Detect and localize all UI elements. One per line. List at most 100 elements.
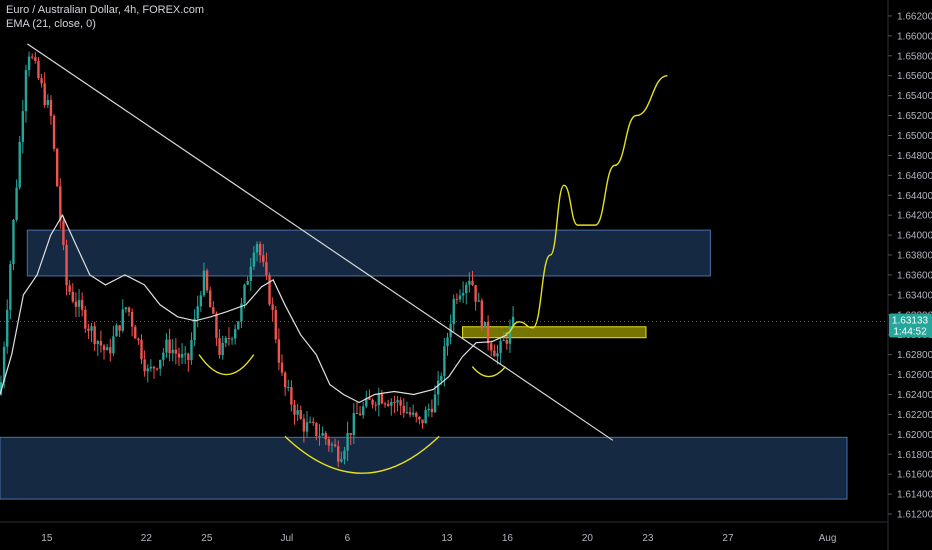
candle-body <box>109 347 112 354</box>
candle-body <box>283 372 287 388</box>
y-tick-label: 1.65400 <box>897 91 932 102</box>
candle-body <box>352 413 356 435</box>
descending-trendline <box>26 43 614 441</box>
candle-body <box>134 326 137 339</box>
candle-body <box>418 416 421 420</box>
candle-body <box>24 70 28 112</box>
candle-body <box>96 341 99 345</box>
candle-body <box>452 298 455 325</box>
candle-body <box>12 219 15 265</box>
candle-body <box>187 353 190 361</box>
candle-body <box>49 99 53 116</box>
candle-body <box>71 291 74 302</box>
y-tick-label: 1.63400 <box>897 290 932 301</box>
candle-body <box>433 394 437 413</box>
x-tick-label: 27 <box>722 533 734 544</box>
candle-body <box>208 290 212 308</box>
candle-body <box>380 393 384 404</box>
candle-body <box>243 284 246 304</box>
x-tick-label: Jul <box>280 533 293 544</box>
y-axis[interactable]: 1.66200 1.66000 1.65800 1.65600 1.65400 1.652… <box>888 11 932 521</box>
candle-body <box>371 399 374 405</box>
candle-body <box>368 397 371 400</box>
candle-body <box>87 328 90 331</box>
y-tick-label: 1.64800 <box>897 151 932 162</box>
candle-body <box>446 337 449 347</box>
candle-body <box>52 115 56 149</box>
candle-body <box>315 422 318 437</box>
entry-zone <box>462 326 647 339</box>
candle-body <box>221 342 224 356</box>
candle-body <box>77 300 81 307</box>
candle-body <box>143 359 146 372</box>
price-badge-box <box>889 313 932 338</box>
candle-body <box>233 329 237 339</box>
candle-body <box>490 343 493 351</box>
candle-body <box>324 432 327 440</box>
x-tick-label: 6 <box>345 533 351 544</box>
candle-body <box>21 111 25 142</box>
candle-body <box>274 310 277 340</box>
candle-body <box>427 408 430 411</box>
candle-body <box>74 301 78 307</box>
x-tick-label: Aug <box>819 533 837 544</box>
candle-body <box>127 307 131 313</box>
candle-body <box>337 446 340 462</box>
candle-body <box>290 387 293 405</box>
candle-body <box>327 439 331 446</box>
candle-body <box>508 326 512 344</box>
candle-body <box>402 405 405 413</box>
candle-body <box>461 293 465 296</box>
candle-body <box>405 412 409 414</box>
candle-body <box>340 459 343 462</box>
ema-line <box>0 213 508 404</box>
candle-body <box>40 78 43 84</box>
candle-body <box>112 336 115 354</box>
candle-body <box>146 368 149 372</box>
candle-body <box>474 285 477 302</box>
plot-area[interactable] <box>0 43 848 500</box>
candle-body <box>2 346 6 383</box>
candle-body <box>390 401 393 406</box>
candle-body <box>408 412 412 415</box>
x-tick-label: 25 <box>201 533 213 544</box>
candle-body <box>55 148 59 187</box>
candle-body <box>27 56 31 71</box>
candle-body <box>421 419 424 424</box>
candle-body <box>168 339 171 354</box>
indicator-legend[interactable]: EMA (21, close, 0) <box>6 18 96 30</box>
y-tick-label: 1.63800 <box>897 251 932 262</box>
candle-body <box>411 412 415 415</box>
candle-body <box>130 312 134 327</box>
candle-body <box>396 400 399 403</box>
candle-body <box>455 298 459 300</box>
candle-body <box>343 450 346 460</box>
candle-body <box>265 262 268 276</box>
y-tick-label: 1.64400 <box>897 191 932 202</box>
candle-body <box>199 295 203 307</box>
y-tick-label: 1.65600 <box>897 71 932 82</box>
candle-body <box>218 338 221 356</box>
candle-body <box>102 345 106 351</box>
candle-body <box>296 410 299 415</box>
candle-body <box>62 220 65 245</box>
y-tick-label: 1.65000 <box>897 131 932 142</box>
candle-body <box>118 325 121 331</box>
candle-body <box>383 403 387 405</box>
y-tick-label: 1.64600 <box>897 171 932 182</box>
candle-body <box>349 433 352 435</box>
x-axis[interactable]: 15 22 25 Jul 6 13 16 20 23 27 Aug <box>41 533 836 544</box>
candle-body <box>471 280 474 286</box>
candle-body <box>34 57 37 61</box>
candle-body <box>468 280 471 285</box>
candle-body <box>205 270 209 291</box>
y-tick-label: 1.65800 <box>897 51 932 62</box>
candle-body <box>93 326 96 345</box>
candle-body <box>262 255 265 263</box>
y-tick-label: 1.62400 <box>897 390 932 401</box>
candle-body <box>333 444 337 447</box>
price-badge-value: 1.63133 <box>892 315 929 326</box>
symbol-legend[interactable]: Euro / Australian Dollar, 4h, FOREX.com <box>6 4 205 16</box>
candle-body <box>215 313 218 339</box>
